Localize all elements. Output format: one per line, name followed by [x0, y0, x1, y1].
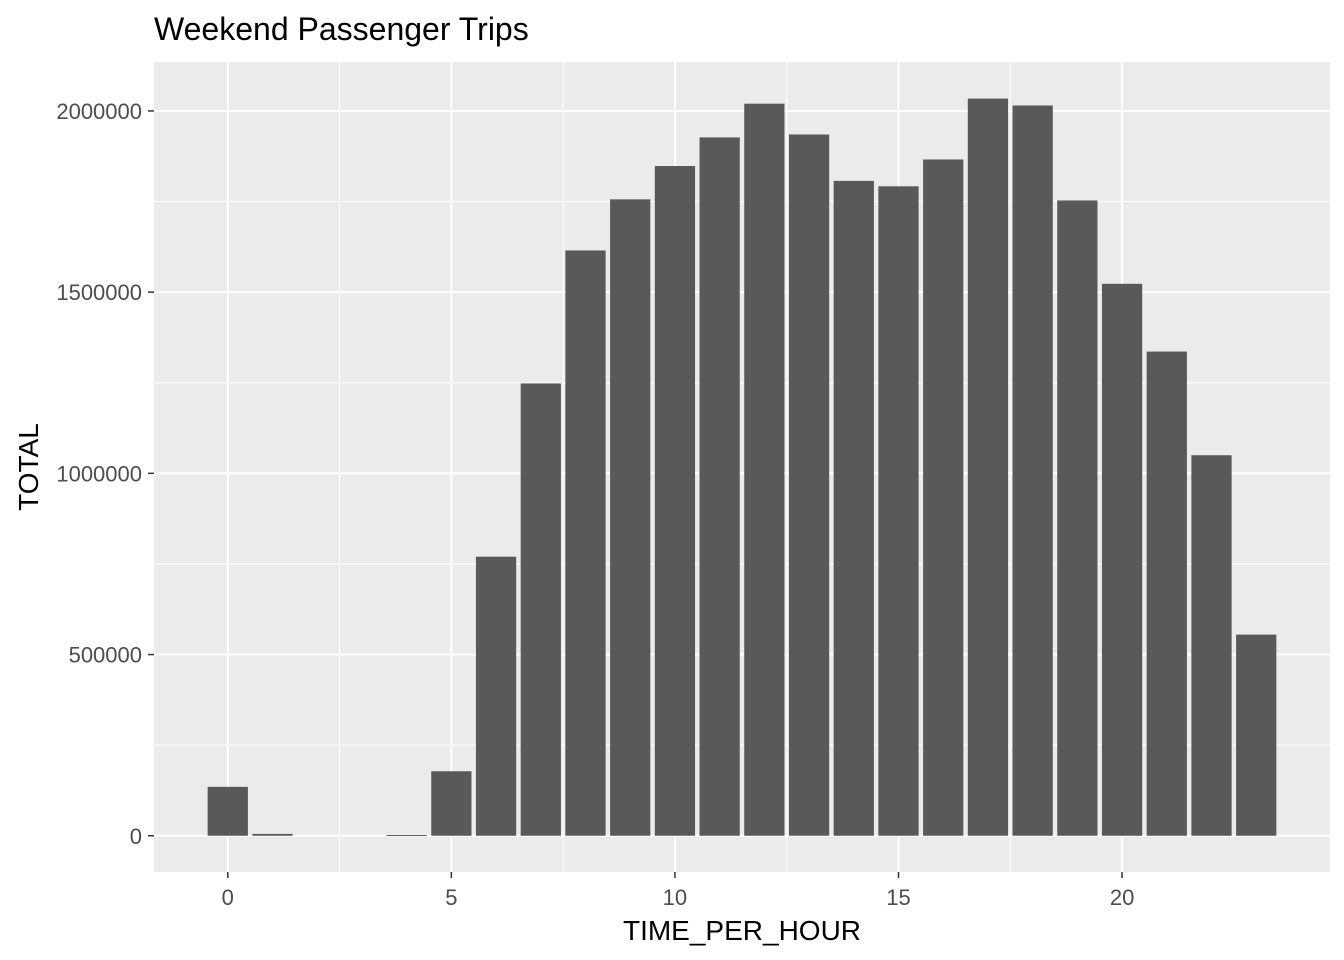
y-tick-label: 0: [130, 824, 142, 849]
bar-hour-19: [1057, 200, 1098, 836]
bar-hour-10: [654, 166, 696, 836]
bar-hour-17: [967, 98, 1009, 836]
y-tick-label: 500000: [69, 643, 142, 668]
bar-hour-0: [207, 786, 248, 836]
x-tick-label: 15: [886, 885, 910, 910]
y-axis-title: TOTAL: [13, 423, 44, 511]
bar-hour-15: [878, 186, 919, 836]
bar-hour-6: [475, 556, 517, 836]
bar-hour-23: [1236, 634, 1277, 836]
bar-hour-21: [1146, 351, 1187, 836]
bar-hour-8: [565, 250, 606, 836]
bar-hour-11: [699, 137, 740, 836]
y-tick-label: 2000000: [56, 99, 142, 124]
bar-hour-4: [386, 835, 427, 837]
x-axis-ticks: 0 5 10 15 20: [222, 872, 1134, 910]
x-tick-label: 5: [445, 885, 457, 910]
y-tick-label: 1000000: [56, 461, 142, 486]
x-axis-title: TIME_PER_HOUR: [623, 915, 861, 946]
bar-hour-14: [833, 180, 874, 836]
x-tick-label: 0: [222, 885, 234, 910]
bar-hour-9: [610, 199, 651, 836]
x-tick-label: 10: [663, 885, 687, 910]
x-tick-label: 20: [1110, 885, 1134, 910]
bar-hour-16: [923, 159, 964, 836]
y-axis-ticks: 0 500000 1000000 1500000 2000000: [56, 99, 154, 849]
bars: [207, 98, 1277, 837]
bar-hour-12: [744, 103, 785, 836]
bar-hour-7: [520, 383, 561, 836]
bar-hour-13: [788, 134, 830, 836]
y-tick-label: 1500000: [56, 280, 142, 305]
bar-hour-20: [1101, 283, 1143, 836]
chart-title: Weekend Passenger Trips: [154, 11, 529, 47]
bar-hour-18: [1012, 105, 1053, 836]
bar-hour-1: [252, 833, 293, 836]
bar-hour-22: [1191, 455, 1232, 836]
bar-hour-5: [431, 771, 472, 836]
